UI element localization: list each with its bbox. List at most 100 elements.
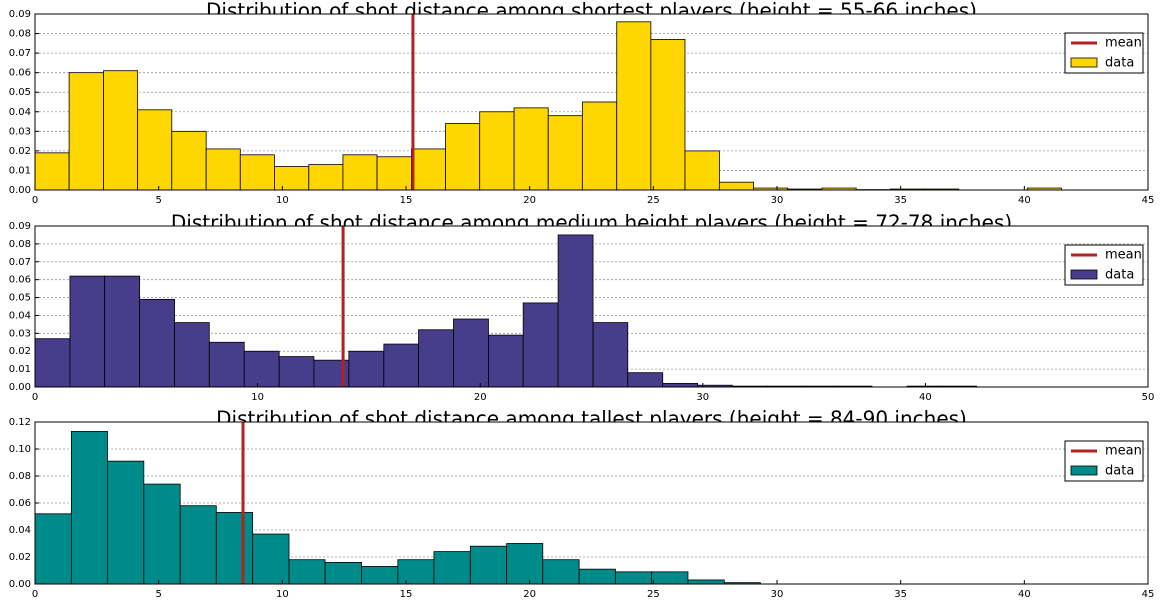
legend-data-swatch: [1070, 57, 1098, 68]
y-tick-label: 0.09: [9, 9, 31, 20]
bar: [592, 322, 629, 388]
y-tick-label: 0.06: [9, 498, 31, 509]
y-tick-label: 0.03: [9, 328, 31, 339]
bar: [342, 154, 378, 191]
y-tick-label: 0.00: [9, 185, 31, 196]
bar: [69, 275, 106, 388]
bar: [687, 579, 725, 585]
x-tick-label: 25: [647, 195, 660, 206]
x-tick-label: 5: [155, 589, 161, 600]
bar: [70, 431, 108, 585]
bar: [662, 383, 699, 388]
bar: [104, 275, 141, 388]
y-tick-label: 0.06: [9, 68, 31, 79]
bar: [397, 559, 435, 585]
x-tick-label: 25: [647, 589, 660, 600]
y-tick-label: 0.08: [9, 29, 31, 40]
bar: [383, 343, 419, 388]
axes-frame: [34, 13, 1149, 191]
y-tick-label: 0.03: [9, 126, 31, 137]
bar: [137, 109, 173, 191]
bar: [433, 551, 471, 585]
bar: [252, 533, 290, 585]
bar: [506, 543, 544, 585]
bar: [308, 164, 344, 191]
bar: [542, 559, 580, 585]
y-tick-label: 0.08: [9, 239, 31, 250]
x-tick-label: 50: [1142, 392, 1155, 403]
y-tick-label: 0.08: [9, 471, 31, 482]
bar: [411, 148, 446, 191]
y-tick-label: 0.07: [9, 48, 31, 59]
bar: [139, 298, 175, 388]
y-tick-label: 0.07: [9, 257, 31, 268]
bar: [488, 334, 524, 388]
bar: [103, 70, 139, 191]
bar: [718, 181, 754, 191]
x-tick-label: 0: [32, 195, 38, 206]
bar: [274, 166, 310, 191]
y-tick-label: 0.04: [9, 310, 31, 321]
legend-label: data: [1105, 56, 1134, 71]
x-tick-label: 45: [1142, 195, 1155, 206]
y-tick-label: 0.01: [9, 165, 31, 176]
legend-label: data: [1105, 464, 1134, 479]
y-tick-label: 0.05: [9, 87, 31, 98]
bar: [547, 115, 583, 191]
x-tick-label: 15: [400, 589, 413, 600]
x-tick-label: 10: [251, 392, 264, 403]
x-tick-label: 45: [1142, 589, 1155, 600]
x-tick-label: 10: [276, 195, 289, 206]
bar: [348, 350, 385, 388]
y-tick-label: 0.04: [9, 107, 31, 118]
y-tick-label: 0.02: [9, 346, 31, 357]
axes-frame: [34, 225, 1149, 388]
y-tick-label: 0.10: [9, 444, 31, 455]
bar: [650, 39, 686, 191]
bar: [34, 338, 71, 388]
y-tick-label: 0.06: [9, 275, 31, 286]
bar: [34, 152, 70, 191]
y-tick-label: 0.01: [9, 364, 31, 375]
x-tick-label: 20: [474, 392, 487, 403]
bar: [581, 101, 618, 191]
x-tick-label: 35: [894, 589, 907, 600]
bar: [684, 150, 720, 191]
x-tick-label: 20: [523, 195, 536, 206]
y-tick-label: 0.02: [9, 146, 31, 157]
legend-label: data: [1105, 268, 1134, 283]
bar: [205, 148, 241, 191]
x-tick-label: 35: [894, 195, 907, 206]
y-tick-label: 0.00: [9, 382, 31, 393]
x-tick-label: 20: [523, 589, 536, 600]
y-tick-label: 0.05: [9, 293, 31, 304]
bar: [208, 341, 245, 388]
bar: [68, 72, 104, 191]
x-tick-label: 15: [400, 195, 413, 206]
axes-frame: [34, 421, 1149, 585]
bar: [179, 505, 217, 585]
bar: [324, 562, 362, 585]
legend-data-swatch: [1070, 269, 1098, 280]
y-tick-label: 0.12: [9, 417, 31, 428]
bar: [615, 571, 653, 585]
x-tick-label: 30: [771, 195, 784, 206]
x-tick-label: 5: [155, 195, 161, 206]
legend-data-swatch: [1070, 465, 1098, 476]
bar: [453, 318, 489, 388]
bar: [171, 130, 207, 191]
bar: [627, 372, 664, 388]
bar: [557, 234, 594, 388]
x-tick-label: 30: [771, 589, 784, 600]
legend-label: mean: [1105, 444, 1142, 459]
y-tick-label: 0.00: [9, 579, 31, 590]
bar: [376, 156, 412, 191]
bar: [107, 460, 145, 585]
bar: [469, 545, 508, 585]
bar: [418, 329, 454, 388]
x-tick-label: 0: [32, 589, 38, 600]
legend-label: mean: [1105, 36, 1142, 51]
bar: [651, 571, 689, 585]
bar: [239, 154, 275, 191]
x-tick-label: 40: [919, 392, 932, 403]
